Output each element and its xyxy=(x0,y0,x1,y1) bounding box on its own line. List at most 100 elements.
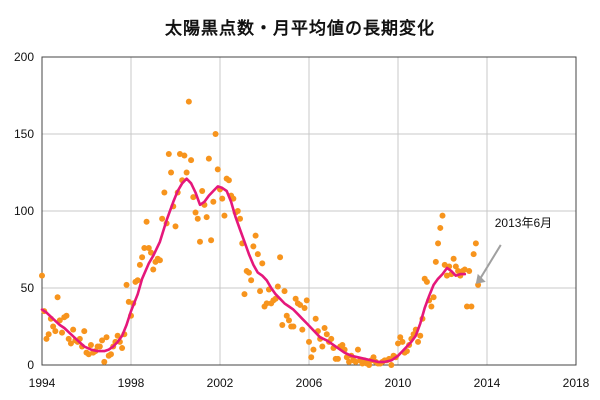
monthly-point xyxy=(190,194,197,201)
monthly-point xyxy=(221,212,228,219)
monthly-point xyxy=(150,266,157,273)
monthly-point xyxy=(241,291,248,298)
monthly-point xyxy=(81,328,88,335)
monthly-point xyxy=(99,337,106,344)
monthly-point xyxy=(107,351,114,358)
monthly-point xyxy=(161,189,168,196)
monthly-point xyxy=(285,317,292,324)
monthly-point xyxy=(196,238,203,245)
x-tick-label: 2018 xyxy=(563,376,590,390)
plot-frame xyxy=(41,56,577,366)
monthly-point xyxy=(432,258,439,265)
monthly-point xyxy=(148,249,155,256)
y-tick-label: 200 xyxy=(14,50,34,64)
monthly-point xyxy=(263,300,270,307)
monthly-point xyxy=(455,268,462,275)
monthly-point xyxy=(50,323,57,330)
monthly-point xyxy=(87,341,94,348)
monthly-point xyxy=(225,177,232,184)
monthly-point xyxy=(65,335,72,342)
monthly-point xyxy=(308,354,315,361)
monthly-point xyxy=(415,338,422,345)
monthly-point xyxy=(212,131,219,137)
monthly-point xyxy=(334,355,341,362)
x-tick-label: 1994 xyxy=(29,376,56,390)
monthly-point xyxy=(214,166,221,173)
monthly-point xyxy=(354,346,361,353)
monthly-point xyxy=(39,272,45,279)
monthly-point xyxy=(321,325,328,332)
monthly-point xyxy=(452,263,459,270)
monthly-point xyxy=(208,237,215,244)
monthly-point xyxy=(310,346,317,353)
y-tick-label: 0 xyxy=(27,358,34,372)
monthly-point xyxy=(185,98,192,105)
annotation-arrowhead xyxy=(475,273,486,284)
monthly-point xyxy=(279,321,286,328)
monthly-point xyxy=(219,195,226,202)
x-tick-label: 2014 xyxy=(474,376,501,390)
monthly-point xyxy=(237,215,244,222)
monthly-point xyxy=(143,218,150,225)
monthly-point xyxy=(194,215,201,222)
monthly-point xyxy=(181,152,188,159)
monthly-point xyxy=(339,341,346,348)
monthly-point xyxy=(123,281,130,288)
monthly-point xyxy=(417,332,424,339)
monthly-point xyxy=(188,157,195,164)
monthly-point xyxy=(312,315,319,322)
monthly-point xyxy=(203,214,210,221)
monthly-point xyxy=(156,257,163,264)
monthly-point xyxy=(366,362,373,368)
monthly-point xyxy=(234,208,241,214)
chart-title: 太陽黒点数・月平均値の長期変化 xyxy=(165,19,435,39)
monthly-point xyxy=(423,278,430,285)
monthly-point xyxy=(54,294,61,301)
x-tick-label: 2010 xyxy=(385,376,412,390)
monthly-point xyxy=(292,295,299,302)
monthly-point xyxy=(463,303,470,310)
monthly-point xyxy=(250,243,257,250)
monthly-point xyxy=(301,305,308,312)
monthly-point xyxy=(259,260,266,267)
monthly-point xyxy=(45,331,52,338)
monthly-point xyxy=(245,269,252,276)
monthly-point xyxy=(168,169,175,176)
monthly-point xyxy=(439,212,446,219)
monthly-point xyxy=(319,343,326,350)
y-tick-label: 100 xyxy=(14,204,34,218)
monthly-point xyxy=(370,354,377,361)
monthly-point xyxy=(277,254,284,261)
x-tick-label: 1998 xyxy=(118,376,145,390)
monthly-point xyxy=(52,328,59,335)
annotation-label: 2013年6月 xyxy=(495,216,552,230)
monthly-point xyxy=(43,335,50,342)
monthly-point xyxy=(103,334,110,341)
monthly-point xyxy=(205,155,212,162)
monthly-point xyxy=(252,232,259,239)
monthly-point xyxy=(397,334,404,341)
monthly-point xyxy=(299,326,306,333)
monthly-point xyxy=(159,215,166,222)
monthly-point xyxy=(283,312,290,319)
monthly-point xyxy=(114,332,121,339)
annotation-arrow xyxy=(477,244,502,282)
monthly-point xyxy=(59,329,66,336)
y-tick-label: 150 xyxy=(14,127,34,141)
monthly-point xyxy=(274,283,281,290)
monthly-point xyxy=(437,224,444,231)
monthly-point xyxy=(230,195,237,202)
monthly-point xyxy=(141,244,148,251)
monthly-point xyxy=(119,345,126,352)
monthly-point xyxy=(472,240,479,247)
monthly-point xyxy=(328,335,335,342)
monthly-point xyxy=(430,294,437,301)
monthly-point xyxy=(183,169,190,176)
monthly-point xyxy=(303,297,310,304)
monthly-point xyxy=(468,303,475,310)
monthly-point xyxy=(297,301,304,308)
monthly-point xyxy=(428,303,435,310)
monthly-point xyxy=(306,338,312,345)
monthly-point xyxy=(388,362,395,368)
